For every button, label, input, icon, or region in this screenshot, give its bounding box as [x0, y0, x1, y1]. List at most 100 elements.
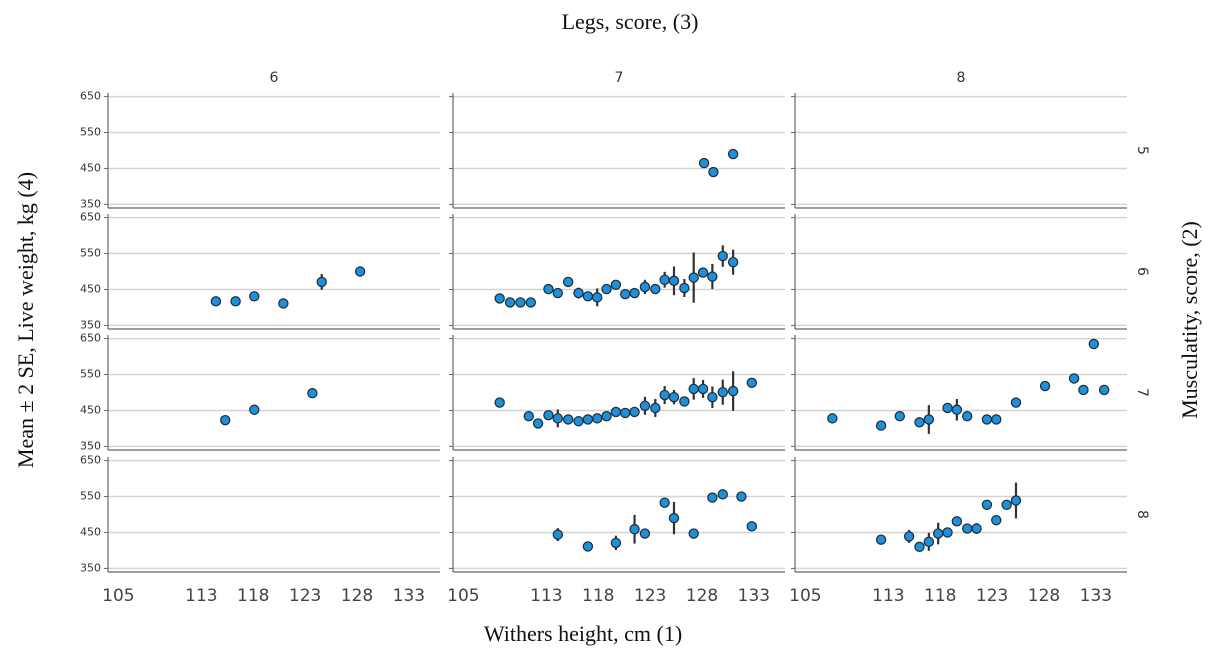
point: [951, 516, 963, 527]
point: [981, 499, 993, 510]
point: [698, 157, 710, 169]
y-tick-label: 650: [80, 454, 101, 467]
x-tick-label: 133: [1080, 586, 1112, 606]
row-header: 8: [1134, 510, 1150, 519]
point: [727, 256, 739, 268]
point: [573, 287, 584, 299]
y-tick-label: 550: [80, 247, 101, 260]
y-tick-label: 650: [80, 332, 101, 345]
point: [707, 391, 718, 403]
point: [1010, 397, 1022, 408]
point: [249, 404, 260, 415]
point: [688, 272, 699, 283]
point: [991, 414, 1002, 425]
point: [688, 383, 699, 395]
point: [316, 276, 327, 288]
x-tick-label: 128: [341, 586, 373, 606]
x-tick-label: 133: [393, 586, 425, 606]
x-tick-label: 113: [530, 586, 562, 606]
point: [707, 492, 718, 503]
point: [1039, 380, 1051, 392]
x-tick-label: 123: [289, 586, 321, 606]
point: [573, 416, 584, 427]
point: [620, 407, 631, 419]
point: [679, 282, 690, 294]
column-header: 6: [270, 70, 279, 86]
point: [639, 400, 651, 411]
point: [307, 388, 318, 399]
point: [278, 298, 289, 309]
point: [650, 283, 661, 295]
point: [707, 271, 718, 282]
point: [639, 528, 651, 539]
point: [1088, 338, 1100, 350]
point: [827, 413, 838, 424]
point: [629, 287, 640, 299]
point: [914, 541, 925, 553]
y-tick-label: 350: [80, 439, 101, 452]
point: [562, 276, 574, 288]
point: [717, 489, 728, 500]
point: [727, 385, 739, 397]
x-tick-label: 105: [102, 586, 134, 606]
point: [736, 491, 747, 502]
point: [991, 515, 1002, 526]
y-axis-title: Mean ± 2 SE, Live weight, kg (4): [13, 172, 38, 468]
x-axis-title: Withers height, cm (1): [484, 621, 682, 646]
x-tick-label: 105: [789, 586, 821, 606]
point: [914, 417, 925, 428]
row-header: 7: [1134, 388, 1150, 397]
x-tick-label: 105: [447, 586, 479, 606]
x-tick-label: 118: [924, 586, 956, 606]
column-header: 8: [957, 70, 966, 86]
point: [668, 512, 680, 524]
y-tick-label: 650: [80, 211, 101, 224]
point: [523, 411, 534, 422]
point: [592, 292, 603, 303]
chart-title: Legs, score, (3): [562, 9, 699, 34]
y-tick-label: 350: [80, 561, 101, 574]
point: [697, 267, 709, 278]
point: [601, 411, 612, 422]
point: [962, 523, 973, 534]
point: [727, 148, 739, 160]
point: [582, 541, 594, 552]
point: [688, 528, 699, 539]
point: [659, 274, 670, 285]
point: [610, 279, 622, 290]
point: [620, 288, 631, 300]
point: [923, 536, 935, 548]
y-tick-label: 350: [80, 318, 101, 331]
point: [697, 383, 709, 395]
point: [552, 529, 563, 540]
point: [249, 291, 260, 302]
point: [1010, 495, 1022, 506]
y-tick-label: 450: [80, 525, 101, 538]
x-tick-label: 113: [185, 586, 217, 606]
point: [679, 396, 690, 407]
point: [515, 297, 526, 308]
point: [582, 291, 594, 302]
point: [543, 409, 554, 421]
point: [668, 391, 680, 403]
column-header: 7: [615, 70, 624, 86]
point: [932, 528, 944, 539]
y-tick-label: 450: [80, 282, 101, 295]
point: [220, 414, 231, 426]
point: [210, 296, 222, 307]
point: [552, 287, 563, 299]
x-tick-label: 123: [976, 586, 1008, 606]
point: [354, 266, 366, 277]
y-tick-label: 550: [80, 368, 101, 381]
point: [1001, 499, 1012, 510]
y-tick-label: 650: [80, 90, 101, 103]
point: [875, 420, 887, 431]
point: [951, 404, 963, 415]
point: [942, 402, 953, 414]
point: [610, 406, 622, 418]
point: [746, 377, 758, 388]
y-tick-label: 350: [80, 197, 101, 210]
y-tick-label: 550: [80, 126, 101, 139]
point: [717, 250, 728, 262]
